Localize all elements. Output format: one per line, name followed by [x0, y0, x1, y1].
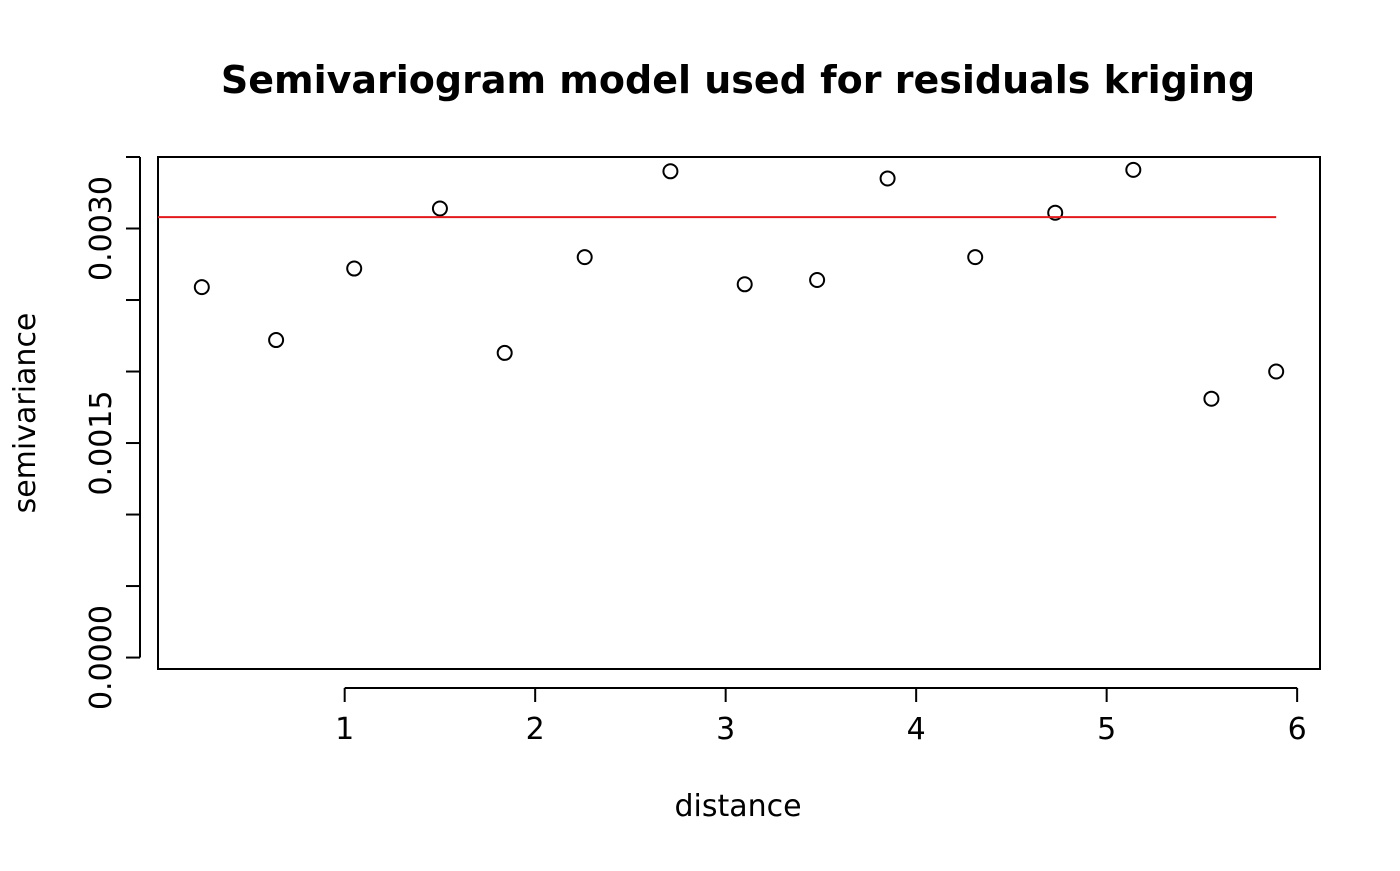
chart-title: Semivariogram model used for residuals k…: [221, 58, 1255, 102]
x-tick-label: 4: [907, 712, 926, 747]
semivariance-point: [1125, 161, 1142, 178]
semivariance-point: [1268, 363, 1285, 380]
y-tick-label: 0.0000: [84, 605, 119, 710]
semivariance-point: [662, 163, 679, 180]
semivariance-point: [809, 271, 826, 288]
semivariance-point: [431, 200, 448, 217]
semivariance-point: [1047, 204, 1064, 221]
y-tick-label: 0.0030: [84, 176, 119, 281]
y-tick-label: 0.0015: [84, 391, 119, 496]
y-axis: 0.0000 0.0015 0.0030: [84, 156, 141, 710]
x-tick-label: 3: [716, 712, 735, 747]
x-tick-label: 6: [1288, 712, 1307, 747]
semivariance-point: [576, 249, 593, 266]
semivariance-point: [879, 170, 896, 187]
semivariance-point: [346, 260, 363, 277]
semivariance-point: [193, 279, 210, 296]
plot-frame: [157, 156, 1321, 670]
x-tick-label: 5: [1097, 712, 1116, 747]
series-layer: [158, 161, 1285, 407]
semivariance-point: [496, 344, 513, 361]
x-axis-title: distance: [674, 789, 801, 824]
semivariance-point: [967, 249, 984, 266]
x-tick-label: 1: [335, 712, 354, 747]
semivariance-point: [1203, 390, 1220, 407]
semivariance-point: [736, 276, 753, 293]
y-axis-title: semivariance: [8, 313, 43, 514]
x-tick-label: 2: [526, 712, 545, 747]
semivariance-point: [268, 332, 285, 349]
x-axis: 1 2 3 4 5 6: [335, 687, 1307, 747]
